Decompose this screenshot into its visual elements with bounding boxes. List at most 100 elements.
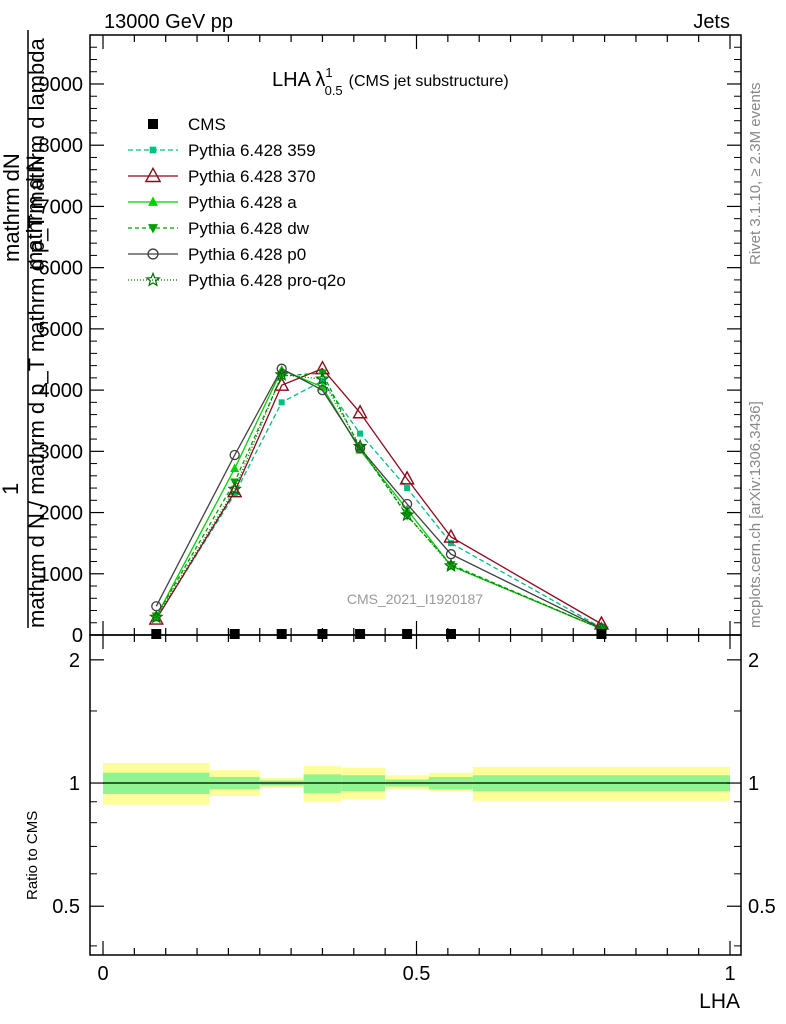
marker-star	[443, 558, 459, 573]
marker-small-square	[149, 146, 157, 154]
marker-open-circle	[317, 384, 328, 396]
marker-open-circle	[151, 601, 162, 612]
ratio-ytick-label-right: 1	[748, 773, 759, 795]
legend: CMS Pythia 6.428 359 Pythia 6.428 370 Pythi…	[128, 115, 346, 290]
ylabel-one: 1	[0, 483, 23, 495]
marker-square	[355, 629, 366, 639]
plot-title-main: LHA λ	[272, 69, 325, 91]
series-line	[155, 367, 602, 629]
series-group	[148, 360, 610, 639]
xtick-label: 1	[724, 963, 735, 985]
mcplots-source-text: mcplots.cern.ch [arXiv:1306.3436]	[747, 401, 764, 628]
legend-item: Pythia 6.428 a	[128, 193, 297, 212]
legend-label: CMS	[188, 115, 226, 134]
main-ytick-label: 9000	[39, 74, 84, 96]
marker-star	[399, 507, 415, 522]
marker-square	[317, 629, 328, 639]
main-ytick-label: 1000	[39, 564, 84, 586]
xtick-label: 0	[97, 963, 108, 985]
main-ytick-label: 0	[72, 625, 83, 647]
legend-item: Pythia 6.428 359	[128, 141, 316, 160]
header-left: 13000 GeV pp	[104, 11, 233, 33]
marker-small-square	[447, 540, 454, 547]
marker-square	[148, 119, 158, 129]
main-ytick-label: 8000	[39, 135, 84, 157]
marker-square	[596, 629, 607, 639]
legend-item: CMS	[148, 115, 226, 134]
ratio-axis-ticks: 0.5 0.5 1 1 2 2 0 0.5 1	[52, 635, 776, 985]
marker-star	[274, 367, 289, 382]
series-cms	[151, 629, 607, 639]
legend-label: Pythia 6.428 a	[188, 193, 297, 212]
marker-small-square	[278, 399, 285, 406]
legend-item: Pythia 6.428 dw	[128, 219, 310, 238]
series-line	[155, 367, 602, 625]
marker-open-circle	[354, 443, 366, 454]
legend-label: Pythia 6.428 370	[188, 167, 316, 186]
plot-title-sub: 0.5	[325, 83, 343, 98]
legend-item: Pythia 6.428 370	[128, 166, 316, 186]
marker-open-triangle	[443, 528, 459, 543]
marker-square	[445, 629, 456, 639]
plot-title: LHA λ1 0.5 (CMS jet substructure)	[272, 65, 509, 98]
marker-small-square	[231, 491, 238, 498]
main-ytick-label: 7000	[39, 196, 84, 218]
marker-star	[145, 271, 161, 287]
ratio-ylabel: Ratio to CMS	[24, 811, 41, 900]
marker-square	[402, 629, 413, 639]
marker-small-square	[357, 430, 364, 437]
marker-triangle-down	[148, 224, 158, 234]
ylabel-denominator-top: mathrm dN	[0, 153, 24, 262]
ylabel-denominator: mathrm d N / mathrm d p_T mathrm d p_T m…	[24, 38, 49, 628]
marker-star	[315, 371, 330, 386]
analysis-watermark: CMS_2021_I1920187	[347, 591, 483, 607]
marker-star	[352, 438, 368, 453]
marker-small-square	[319, 377, 326, 384]
header-right: Jets	[693, 11, 730, 33]
marker-square	[151, 629, 162, 639]
main-ytick-label: 2000	[39, 503, 84, 525]
marker-square	[229, 629, 240, 639]
series-line	[155, 380, 602, 629]
plot-title-sup: 1	[325, 65, 332, 80]
marker-star	[149, 609, 164, 624]
series-pq2o	[149, 367, 609, 636]
marker-triangle-down	[402, 512, 412, 521]
ratio-ytick-label-right: 2	[748, 650, 759, 672]
ratio-ytick-label-right: 0.5	[748, 896, 776, 918]
xtick-label: 0.5	[403, 963, 431, 985]
main-ytick-label: 5000	[39, 319, 84, 341]
xlabel: LHA	[699, 990, 740, 1013]
ratio-ytick-label: 1	[69, 773, 80, 795]
legend-label: Pythia 6.428 dw	[188, 219, 310, 238]
main-axis-ticks: 0 1000 2000 3000 4000 5000 6000 7000 8000 9000	[39, 34, 741, 647]
series-line	[155, 372, 602, 630]
marker-triangle	[148, 196, 158, 206]
ratio-ytick-label: 0.5	[52, 896, 80, 918]
legend-label: Pythia 6.428 p0	[188, 245, 306, 264]
ratio-bands	[103, 762, 730, 805]
marker-open-circle	[229, 449, 240, 461]
ratio-band-inner	[303, 774, 342, 794]
main-ytick-label: 6000	[39, 258, 84, 280]
legend-item: Pythia 6.428 p0	[128, 245, 306, 264]
ratio-ytick-label: 2	[69, 650, 80, 672]
ylabel-numerator: mathrm d N	[22, 155, 47, 270]
marker-open-circle	[147, 248, 159, 260]
series-p370	[148, 360, 610, 630]
marker-open-triangle	[399, 470, 415, 485]
legend-item: Pythia 6.428 pro-q2o	[128, 271, 346, 290]
marker-triangle	[230, 463, 240, 472]
ratio-panel-frame	[89, 634, 742, 956]
main-ytick-label: 3000	[39, 441, 84, 463]
marker-open-triangle	[352, 404, 368, 419]
marker-square	[276, 629, 287, 639]
legend-label: Pythia 6.428 pro-q2o	[188, 271, 346, 290]
marker-open-circle	[276, 363, 287, 374]
plot-title-suffix: (CMS jet substructure)	[349, 73, 509, 90]
rivet-version-text: Rivet 3.1.10, ≥ 2.3M events	[747, 83, 764, 266]
marker-star	[227, 481, 242, 496]
marker-small-square	[404, 485, 411, 492]
main-ytick-label: 4000	[39, 380, 84, 402]
